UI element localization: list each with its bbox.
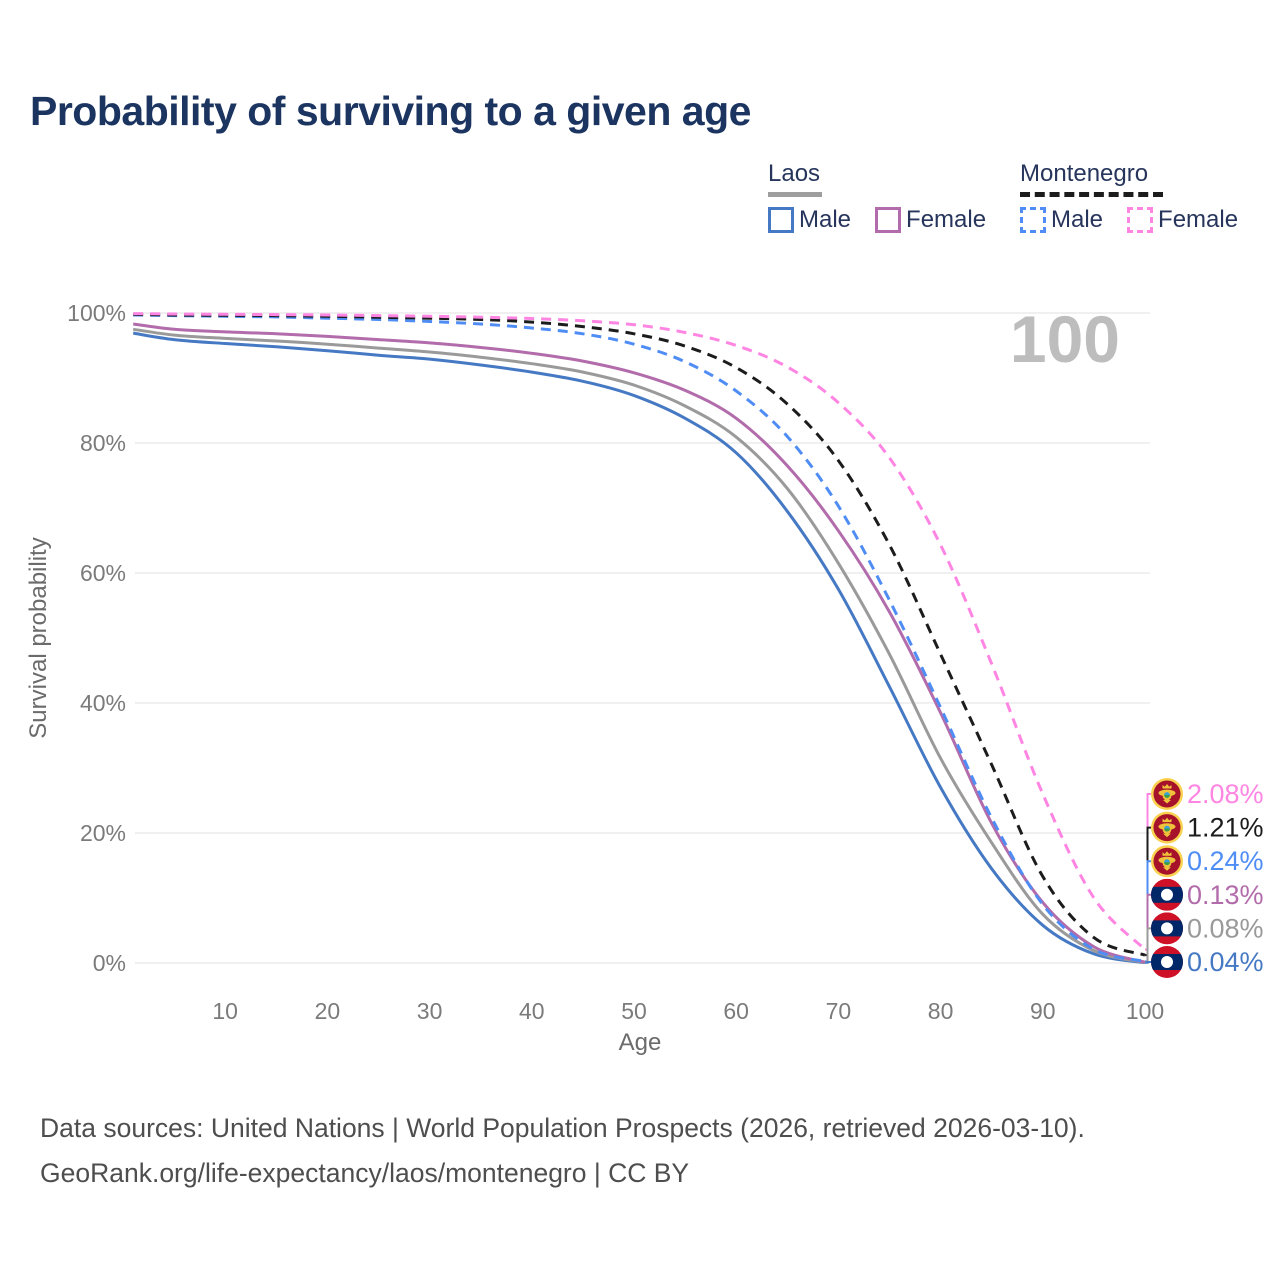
legend-country-laos: Laos [768,160,821,187]
legend-label-laos-male[interactable]: Male [799,206,852,233]
legend-label-montenegro-female[interactable]: Female [1158,206,1239,233]
legend-label-montenegro-male[interactable]: Male [1051,206,1104,233]
x-tick-label: 100 [1126,998,1164,1024]
x-tick-label: 10 [212,998,238,1024]
end-label-connector [1145,927,1151,964]
curve-montenegro-female[interactable] [133,312,1147,951]
end-value-label-laos-female: 0.13% [1187,880,1264,910]
x-tick-label: 80 [928,998,954,1024]
legend-group-montenegro: Montenegro Male Female [1020,160,1262,234]
x-axis-title: Age [619,1029,662,1056]
legend-country-montenegro: Montenegro [1020,160,1149,187]
montenegro-flag-icon [1151,811,1183,844]
x-tick-label: 90 [1030,998,1056,1024]
curve-montenegro-all[interactable] [133,312,1146,957]
data-sources-line: Data sources: United Nations | World Pop… [40,1113,1085,1143]
y-tick-label: 20% [80,820,126,846]
legend-group-laos: Laos Male Female [768,160,1010,234]
y-tick-label: 80% [80,430,126,456]
age-indicator-label: 100 [1010,302,1120,376]
legend-checkbox-montenegro-male[interactable] [1020,207,1046,233]
end-value-label-montenegro-male: 0.24% [1187,846,1264,876]
y-tick-label: 100% [67,300,126,326]
montenegro-flag-icon [1151,778,1183,810]
y-tick-label: 60% [80,560,126,586]
curve-laos-female[interactable] [133,322,1146,964]
curve-montenegro-male[interactable] [133,313,1146,963]
x-tick-label: 20 [315,998,341,1024]
page-title: Probability of surviving to a given age [30,88,751,134]
end-value-label-montenegro-all: 1.21% [1187,813,1264,843]
legend-checkbox-montenegro-female[interactable] [1127,207,1154,233]
footer: Data sources: United Nations | World Pop… [40,1106,1085,1196]
montenegro-line-style-swatch [1020,192,1163,197]
legend-label-laos-female[interactable]: Female [906,206,987,233]
laos-line-style-swatch [768,192,822,197]
x-tick-label: 50 [621,998,647,1024]
end-value-label-montenegro-female: 2.08% [1187,779,1264,809]
curve-laos-male[interactable] [132,331,1146,965]
end-value-label-laos-all: 0.08% [1187,913,1264,943]
x-tick-label: 70 [826,998,852,1024]
laos-flag-icon [1151,946,1183,978]
laos-flag-icon [1151,878,1183,911]
x-tick-label: 30 [417,998,443,1024]
legend-checkbox-laos-female[interactable] [875,207,902,233]
legend-checkbox-laos-male[interactable] [768,207,794,233]
x-tick-label: 40 [519,998,545,1024]
x-tick-label: 60 [723,998,749,1024]
end-label-connector [1145,961,1151,964]
curve-laos-all[interactable] [133,327,1146,964]
end-value-label-laos-male: 0.04% [1187,947,1264,977]
attribution-line: GeoRank.org/life-expectancy/laos/montene… [40,1158,690,1188]
y-tick-label: 0% [93,950,126,976]
laos-flag-icon [1151,912,1183,945]
y-axis-title: Survival probability [25,537,52,738]
montenegro-flag-icon [1151,845,1183,878]
y-tick-label: 40% [80,690,126,716]
